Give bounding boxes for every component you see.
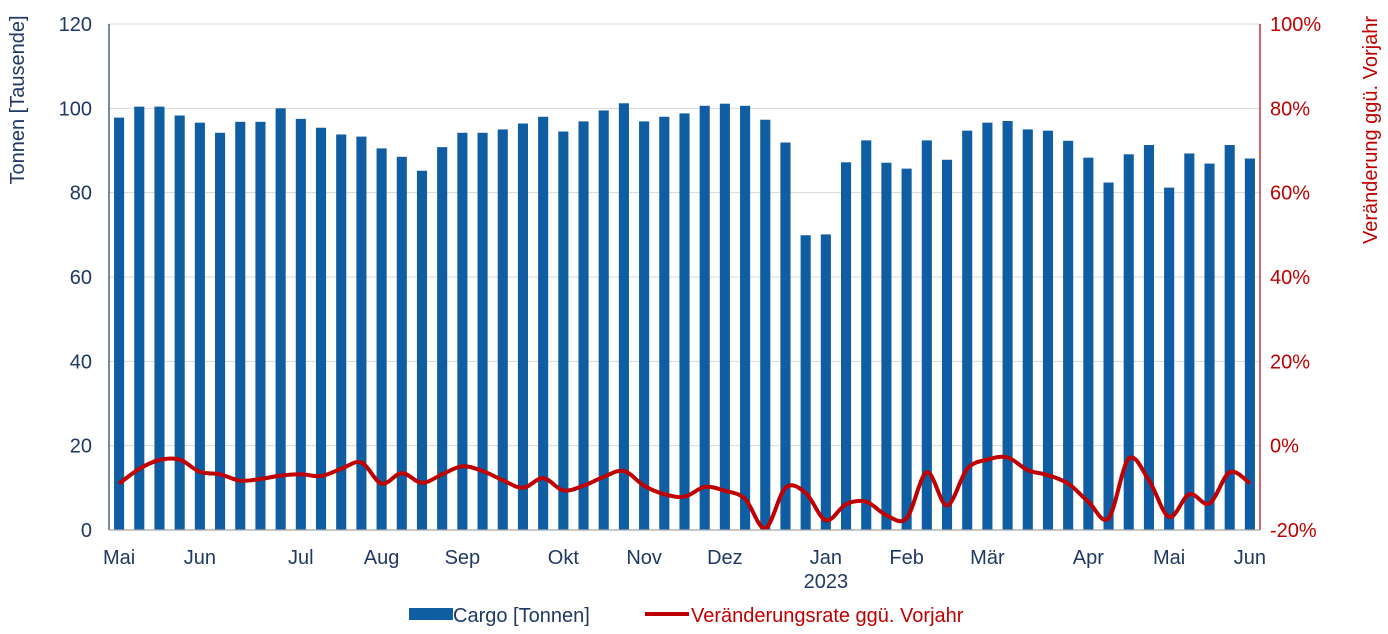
bar	[618, 103, 629, 531]
y-left-tick-label: 60	[70, 267, 92, 289]
x-tick-label: Dez	[707, 547, 743, 569]
bar-series	[114, 103, 1255, 531]
bar	[1103, 182, 1114, 530]
bar	[295, 118, 306, 530]
line-series	[117, 454, 1252, 531]
bar	[114, 117, 125, 531]
y-left-tick-label: 100	[59, 98, 92, 120]
bar	[800, 235, 811, 530]
bar	[194, 122, 205, 531]
bar	[1204, 163, 1215, 531]
bar	[235, 121, 246, 531]
bar	[740, 105, 751, 530]
bar	[1063, 140, 1074, 530]
y-left-axis-title: Tonnen [Tausende]	[7, 15, 29, 184]
bar	[457, 132, 468, 531]
bar	[497, 129, 508, 530]
bar	[174, 115, 185, 531]
bar	[1042, 130, 1054, 530]
bar	[861, 140, 872, 530]
bar	[1123, 154, 1134, 531]
bar	[679, 113, 690, 530]
axes: 0 20 40 60 80 100 120 -20% 0% 20% 40% 60% 80% 100% Mai…	[59, 14, 1322, 593]
x-tick-label: Mai	[103, 547, 135, 569]
x-tick-label: Apr	[1073, 547, 1104, 569]
x-tick-label: Jul	[288, 547, 314, 569]
y-right-tick-label: 20%	[1270, 351, 1310, 373]
bar	[639, 121, 650, 530]
x-tick-label: Jun	[1234, 547, 1266, 569]
x-year-label: 2023	[804, 571, 849, 593]
bar	[154, 106, 165, 530]
bar	[336, 134, 347, 530]
x-tick-label: Mai	[1153, 547, 1185, 569]
x-tick-label: Aug	[364, 547, 400, 569]
bar	[941, 159, 953, 530]
bar	[315, 127, 327, 530]
bar	[1224, 145, 1235, 531]
bar	[416, 170, 428, 531]
bar	[517, 123, 529, 530]
bar	[1184, 153, 1195, 530]
bar	[1143, 145, 1154, 531]
bar	[255, 121, 266, 531]
bar	[1022, 129, 1033, 530]
bar	[215, 132, 226, 531]
x-tick-label: Mär	[970, 547, 1005, 569]
bar	[699, 105, 710, 530]
y-left-tick-label: 120	[59, 14, 92, 36]
y-left-tick-label: 20	[70, 436, 92, 458]
x-tick-label: Feb	[889, 547, 923, 569]
bar	[659, 116, 670, 531]
bar	[719, 103, 730, 530]
x-tick-label: Jun	[184, 547, 216, 569]
bar	[881, 162, 892, 530]
x-tick-label: Sep	[445, 547, 481, 569]
bar	[820, 234, 831, 530]
bar	[780, 142, 791, 530]
y-left-tick-label: 80	[70, 183, 92, 205]
bar	[1244, 158, 1255, 531]
bar	[477, 132, 488, 531]
legend: Cargo [Tonnen] Veränderungsrate ggü. Vor…	[409, 605, 964, 627]
y-right-tick-label: 100%	[1270, 14, 1321, 36]
bar	[1083, 157, 1094, 530]
y-right-tick-label: -20%	[1270, 520, 1317, 542]
bar	[760, 119, 771, 531]
y-left-tick-label: 0	[81, 520, 92, 542]
y-right-axis-title: Veränderung ggü. Vorjahr	[1360, 16, 1382, 244]
y-right-tick-label: 0%	[1270, 436, 1299, 458]
bar	[578, 121, 589, 530]
bar	[1164, 187, 1175, 530]
legend-line-label: Veränderungsrate ggü. Vorjahr	[691, 605, 964, 627]
bar	[538, 116, 549, 531]
bar	[376, 148, 387, 530]
bar	[840, 162, 852, 530]
y-right-tick-label: 60%	[1270, 183, 1310, 205]
y-left-tick-label: 40	[70, 351, 92, 373]
bar	[1002, 120, 1013, 530]
bar	[396, 156, 407, 530]
x-tick-label: Jan	[810, 547, 842, 569]
y-right-tick-label: 40%	[1270, 267, 1310, 289]
bar	[962, 130, 973, 530]
y-right-tick-label: 80%	[1270, 98, 1310, 120]
bar	[901, 168, 912, 531]
bar	[982, 122, 993, 531]
x-tick-label: Okt	[548, 547, 580, 569]
legend-bar-label: Cargo [Tonnen]	[453, 605, 590, 627]
bar	[275, 108, 286, 530]
bar	[437, 147, 448, 531]
bar	[134, 106, 145, 530]
bar	[921, 140, 932, 530]
bar	[356, 136, 367, 530]
legend-bar-swatch	[409, 608, 453, 620]
x-tick-label: Nov	[626, 547, 662, 569]
bar	[598, 110, 609, 531]
bar	[558, 131, 569, 530]
